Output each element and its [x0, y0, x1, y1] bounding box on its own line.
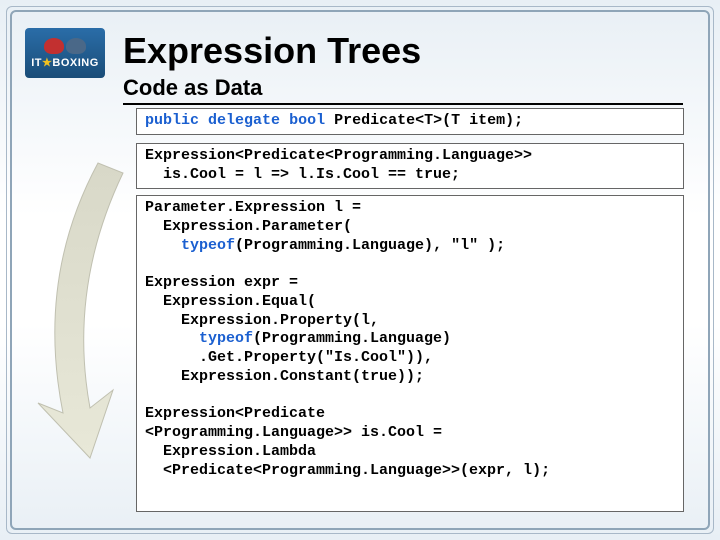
- code-box-3: Parameter.Expression l = Expression.Para…: [136, 195, 684, 512]
- logo-star-icon: ★: [42, 57, 52, 69]
- c3l5: Expression.Equal(: [145, 293, 316, 310]
- kw-bool: bool: [289, 112, 325, 129]
- c3l13: <Predicate<Programming.Language>>(expr, …: [145, 462, 550, 479]
- c3l11: <Programming.Language>> is.Cool =: [145, 424, 442, 441]
- slide-title: Expression Trees: [123, 30, 421, 72]
- slide-subtitle: Code as Data: [123, 75, 683, 105]
- c3l10: Expression<Predicate: [145, 405, 325, 422]
- code1-rest: Predicate<T>(T item);: [325, 112, 523, 129]
- c3l1: Parameter.Expression l =: [145, 199, 361, 216]
- logo-text: IT★BOXING: [31, 56, 99, 69]
- logo-prefix: IT: [31, 57, 42, 69]
- c3l3a: [145, 237, 181, 254]
- c3l6: Expression.Property(l,: [145, 312, 379, 329]
- logo-gloves: [44, 38, 86, 54]
- kw-public: public: [145, 112, 199, 129]
- c3l8: .Get.Property("Is.Cool")),: [145, 349, 433, 366]
- c3l7b: (Programming.Language): [253, 330, 451, 347]
- logo: IT★BOXING: [25, 28, 105, 78]
- c3l2: Expression.Parameter(: [145, 218, 352, 235]
- code-box-1: public delegate bool Predicate<T>(T item…: [136, 108, 684, 135]
- glove-blue-icon: [66, 38, 86, 54]
- kw-delegate: delegate: [208, 112, 280, 129]
- glove-red-icon: [44, 38, 64, 54]
- c3l9: Expression.Constant(true));: [145, 368, 424, 385]
- c3l4: Expression expr =: [145, 274, 298, 291]
- c3l3b: (Programming.Language), "l" );: [235, 237, 505, 254]
- kw-typeof-2: typeof: [199, 330, 253, 347]
- code-box-2: Expression<Predicate<Programming.Languag…: [136, 143, 684, 189]
- kw-typeof-1: typeof: [181, 237, 235, 254]
- c3l7a: [145, 330, 199, 347]
- c3l12: Expression.Lambda: [145, 443, 316, 460]
- logo-suffix: BOXING: [52, 57, 98, 69]
